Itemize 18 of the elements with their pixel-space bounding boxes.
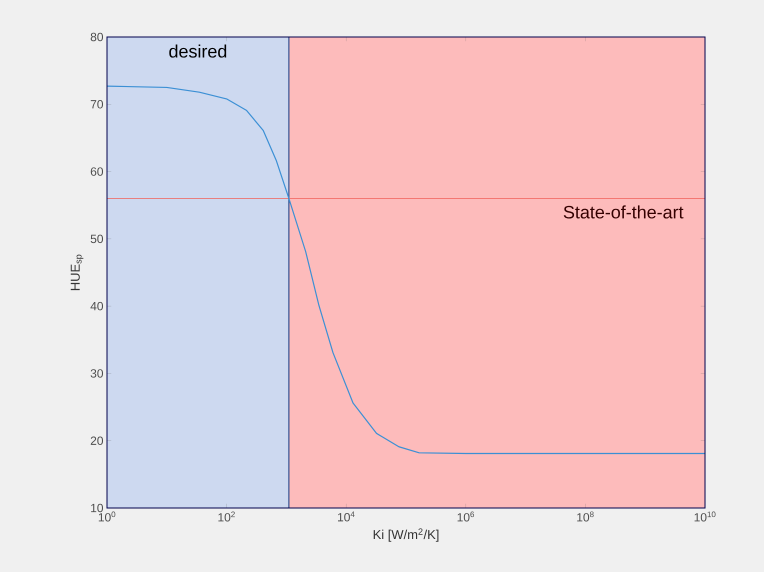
y-tick-label: 50 (90, 234, 104, 244)
x-tick-label: 10$^{8}$ (577, 512, 594, 522)
y-tick-label: 60 (90, 167, 104, 176)
y-tick-label: 30 (90, 369, 104, 378)
x-tick-label: 10$^{0}$ (98, 512, 116, 522)
band-label: State-of-the-art (564, 205, 684, 219)
y-tick-label: 10 (91, 504, 104, 512)
x-tick-label: 10$^{10}$ (694, 512, 716, 522)
x-tick-label: 10$^{2}$ (218, 512, 235, 522)
y-tick-label: 20 (90, 436, 104, 445)
y-tick-label: 80 (90, 32, 104, 42)
band-label: desired (169, 44, 226, 58)
y-tick-label: 40 (90, 302, 104, 310)
x-tick-label: 10$^{6}$ (458, 512, 474, 522)
y-tick-label: 70 (90, 100, 104, 108)
x-axis-title: Ki [W/m$^{2}$/K] (374, 528, 438, 542)
x-tick-label: 10$^{4}$ (338, 512, 355, 522)
y-axis-title: HUE$_{sp}$ (70, 254, 84, 290)
